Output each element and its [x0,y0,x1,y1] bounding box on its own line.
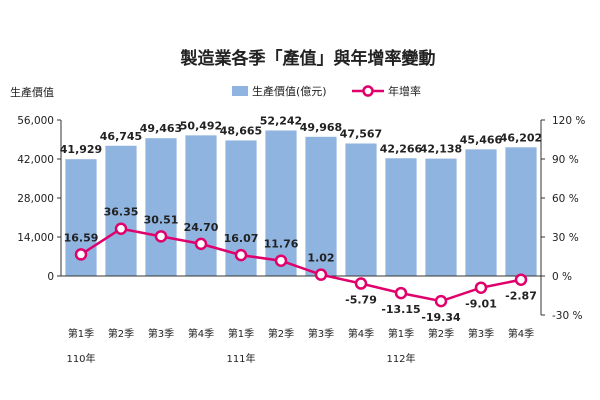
category-label: 第3季 [148,327,174,340]
growth-rate-label: 1.02 [307,252,334,265]
legend-line-marker [362,85,374,97]
right-tick-label: 60 % [552,193,579,205]
left-tick-label: 14,000 [17,232,54,244]
growth-rate-label: -9.01 [465,298,497,311]
category-label: 第1季 [388,327,414,340]
growth-rate-label: 16.59 [64,231,99,244]
category-label: 第3季 [308,327,334,340]
growth-rate-point [114,222,128,235]
growth-rate-point [74,248,88,261]
category-label: 第2季 [268,327,294,340]
right-tick-label: 30 % [552,232,579,244]
right-tick-label: 120 % [552,115,585,127]
bar [145,138,177,276]
chart-title: 製造業各季「產值」與年增率變動 [180,48,436,69]
bar-value-label: 47,567 [340,127,382,140]
category-label: 第4季 [188,327,214,340]
bar-value-label: 49,463 [140,122,182,135]
bar [185,135,217,276]
left-tick-label: 56,000 [17,115,54,127]
bar [105,145,137,276]
growth-rate-point [514,273,528,286]
growth-rate-label: 11.76 [264,238,299,251]
right-tick-label: -30 % [552,310,582,322]
category-label: 第3季 [468,327,494,340]
year-label: 112年 [386,352,415,365]
bar [385,158,417,276]
growth-rate-label: 16.07 [224,232,259,245]
growth-rate-point [314,268,328,281]
legend-bar-swatch [232,86,248,96]
growth-rate-label: 30.51 [144,213,179,226]
left-tick-label: 42,000 [17,154,54,166]
bar [265,130,297,276]
bar-value-label: 46,745 [100,130,142,143]
bar-value-label: 50,492 [180,119,222,132]
bar-value-label: 45,466 [460,133,503,146]
left-tick-label: 28,000 [17,193,54,205]
plot-area: 0 14,000 28,000 42,000 56,000 -30 % 0 % 30 % 60 … [17,114,585,365]
growth-rate-point [354,277,368,290]
bar-value-label: 48,665 [220,124,262,137]
right-tick-label: 0 % [552,271,572,283]
growth-rate-line [80,227,522,303]
bar-value-label: 52,242 [260,114,302,127]
left-tick-label: 0 [47,271,54,283]
growth-rate-label: 36.35 [104,206,139,219]
bar [425,158,457,276]
category-label: 第2季 [108,327,134,340]
category-label: 第4季 [348,327,374,340]
growth-rate-label: -2.87 [505,290,537,303]
growth-rate-label: -19.34 [421,311,461,324]
bar [465,149,497,276]
bar [305,136,337,276]
category-label: 第2季 [428,327,454,340]
growth-rate-point [434,294,448,308]
year-label: 110年 [66,352,95,365]
growth-rate-point [194,237,208,251]
left-axis-label: 生產價值 [10,85,54,99]
bar-value-label: 41,929 [60,143,102,156]
year-label: 111年 [226,352,255,365]
legend-bar-label: 生產價值(億元) [252,84,327,98]
growth-rate-label: -5.79 [345,294,377,307]
bar-value-label: 49,968 [300,121,342,134]
category-label: 第1季 [228,327,254,340]
growth-rate-point [274,254,288,267]
growth-rate-point [394,286,408,300]
bar [345,143,377,276]
growth-rate-point [234,248,248,262]
growth-rate-point [474,281,488,294]
bar-value-label: 42,138 [420,143,462,156]
growth-rate-point [154,230,168,243]
bar-value-label: 42,266 [380,142,423,155]
bar-value-label: 46,202 [500,131,542,144]
category-label: 第4季 [508,327,534,340]
bar [505,147,537,276]
growth-rate-label: 24.70 [184,221,219,234]
legend-line-label: 年增率 [388,84,421,98]
growth-rate-label: -13.15 [381,303,420,316]
category-label: 第1季 [68,327,94,340]
legend: 生產價值(億元) 年增率 [232,84,421,98]
right-tick-label: 90 % [552,154,579,166]
